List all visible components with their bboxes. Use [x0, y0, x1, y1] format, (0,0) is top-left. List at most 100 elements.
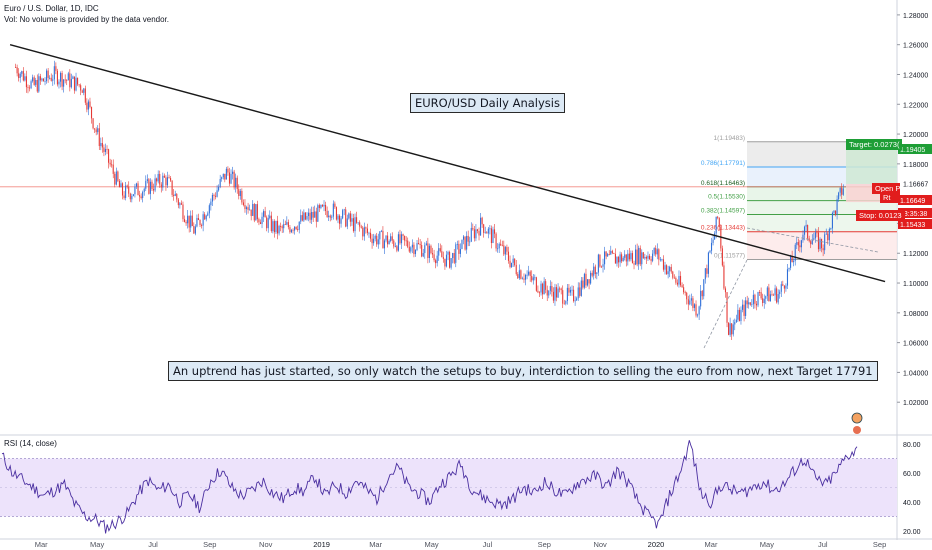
candle-body — [669, 266, 671, 272]
candle-body — [715, 216, 717, 234]
target-label[interactable]: Target: 0.0273( — [846, 139, 903, 150]
candle-body — [661, 259, 663, 261]
candle-body — [232, 171, 234, 174]
candle-body — [78, 84, 80, 86]
candle-body — [368, 232, 370, 234]
candle-body — [577, 287, 579, 299]
time-tick-label: May — [424, 540, 438, 549]
candle-body — [187, 215, 189, 224]
rsi-legend[interactable]: RSI (14, close) — [4, 439, 57, 448]
candle-body — [162, 175, 164, 188]
open-pnl-label[interactable]: Open P — [872, 183, 900, 194]
candle-body — [679, 275, 682, 286]
candle-body — [81, 90, 83, 93]
candle-body — [393, 240, 395, 247]
candle-body — [693, 304, 696, 308]
candle-body — [706, 268, 708, 274]
candle-body — [304, 212, 306, 220]
candle-body — [559, 288, 561, 290]
candle-body — [624, 254, 626, 258]
candle-body — [61, 72, 63, 87]
rsi-band — [0, 458, 897, 517]
candle-body — [759, 292, 761, 293]
symbol-legend[interactable]: Euro / U.S. Dollar, 1D, IDC — [4, 4, 99, 13]
candle-body — [101, 143, 103, 148]
candle-body — [326, 210, 328, 217]
candle-body — [399, 234, 401, 244]
candle-body — [579, 287, 581, 296]
candle-body — [325, 204, 327, 211]
candle-body — [405, 240, 407, 242]
candle-body — [813, 238, 815, 240]
candle-body — [610, 250, 612, 255]
candle-body — [382, 230, 384, 249]
candle-body — [221, 177, 223, 180]
candle-body — [635, 249, 637, 265]
candle-body — [25, 76, 27, 88]
candle-body — [714, 233, 716, 240]
candle-body — [765, 296, 767, 299]
candle-body — [247, 207, 249, 210]
candle-body — [769, 294, 771, 302]
candle-body — [475, 229, 477, 239]
candle-body — [112, 164, 114, 174]
candle-body — [431, 253, 434, 255]
candle-body — [272, 221, 274, 232]
candle-body — [560, 288, 562, 291]
candle-body — [503, 245, 505, 255]
candle-body — [532, 277, 534, 281]
candle-body — [762, 298, 764, 303]
candle-body — [593, 266, 595, 276]
candle-body — [309, 212, 311, 220]
candle-body — [545, 281, 547, 290]
candle-body — [307, 212, 310, 217]
candle-body — [383, 240, 386, 249]
candle-body — [396, 246, 398, 251]
price-tick-label: 1.22000 — [903, 102, 928, 109]
candle-body — [329, 215, 331, 218]
candle-body — [638, 247, 640, 265]
candle-body — [55, 66, 57, 71]
candle-body — [408, 246, 410, 252]
candle-body — [723, 265, 725, 289]
candle-body — [497, 248, 499, 250]
candle-body — [379, 231, 381, 240]
candle-body — [484, 232, 486, 234]
candle-body — [149, 181, 151, 194]
candle-body — [565, 301, 567, 304]
candle-body — [703, 279, 705, 297]
analysis-title-box[interactable]: EURO/USD Daily Analysis — [410, 93, 565, 113]
candle-body — [568, 287, 570, 293]
candle-body — [676, 282, 678, 285]
candle-body — [597, 254, 599, 273]
stop-label[interactable]: Stop: 0.0123 — [856, 210, 905, 221]
candle-body — [42, 78, 45, 82]
candle-body — [628, 253, 630, 260]
candle-body — [281, 226, 283, 229]
candle-body — [320, 204, 322, 209]
dashed-guide-line — [703, 259, 748, 349]
candle-body — [239, 190, 241, 196]
candle-body — [563, 303, 565, 305]
candle-body — [780, 284, 782, 292]
candle-body — [594, 266, 596, 274]
candle-body — [729, 323, 731, 335]
candle-body — [517, 274, 519, 279]
candle-body — [151, 181, 153, 190]
candle-body — [453, 252, 455, 263]
candle-body — [467, 235, 469, 242]
candle-body — [314, 211, 316, 218]
analysis-comment-box[interactable]: An uptrend has just started, so only wat… — [168, 361, 878, 381]
price-tick-label: 1.04000 — [903, 370, 928, 377]
candle-body — [357, 222, 359, 224]
candle-body — [190, 215, 192, 228]
candle-body — [427, 243, 429, 259]
candle-body — [286, 222, 288, 225]
candle-body — [67, 73, 69, 81]
candle-body — [328, 215, 330, 217]
price-tick-label: 1.20000 — [903, 132, 928, 139]
candle-body — [374, 235, 376, 239]
candle-body — [56, 70, 58, 85]
